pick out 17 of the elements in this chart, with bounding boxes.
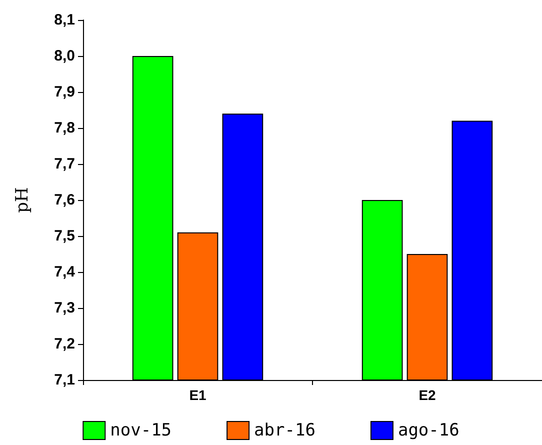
y-tick-label: 7,7 <box>54 156 75 172</box>
y-tick-label: 7,1 <box>54 372 75 388</box>
y-tick-label: 7,3 <box>54 300 75 316</box>
x-tick-label: E1 <box>189 387 207 403</box>
y-tick-label: 8,0 <box>54 48 75 64</box>
y-tick-label: 8,1 <box>54 12 75 28</box>
y-tick-label: 7,5 <box>54 228 75 244</box>
y-tick-label: 7,6 <box>54 192 75 208</box>
y-tick-label: 7,2 <box>54 336 75 352</box>
y-axis-title: pH <box>12 187 32 213</box>
y-tick-label: 7,8 <box>54 120 75 136</box>
legend-label: abr-16 <box>254 420 316 440</box>
y-tick-label: 7,4 <box>54 264 76 280</box>
x-tick-label: E2 <box>418 387 436 403</box>
y-tick-label: 7,9 <box>54 84 75 100</box>
legend-label: ago-16 <box>398 420 460 440</box>
legend-label: nov-15 <box>110 420 172 440</box>
